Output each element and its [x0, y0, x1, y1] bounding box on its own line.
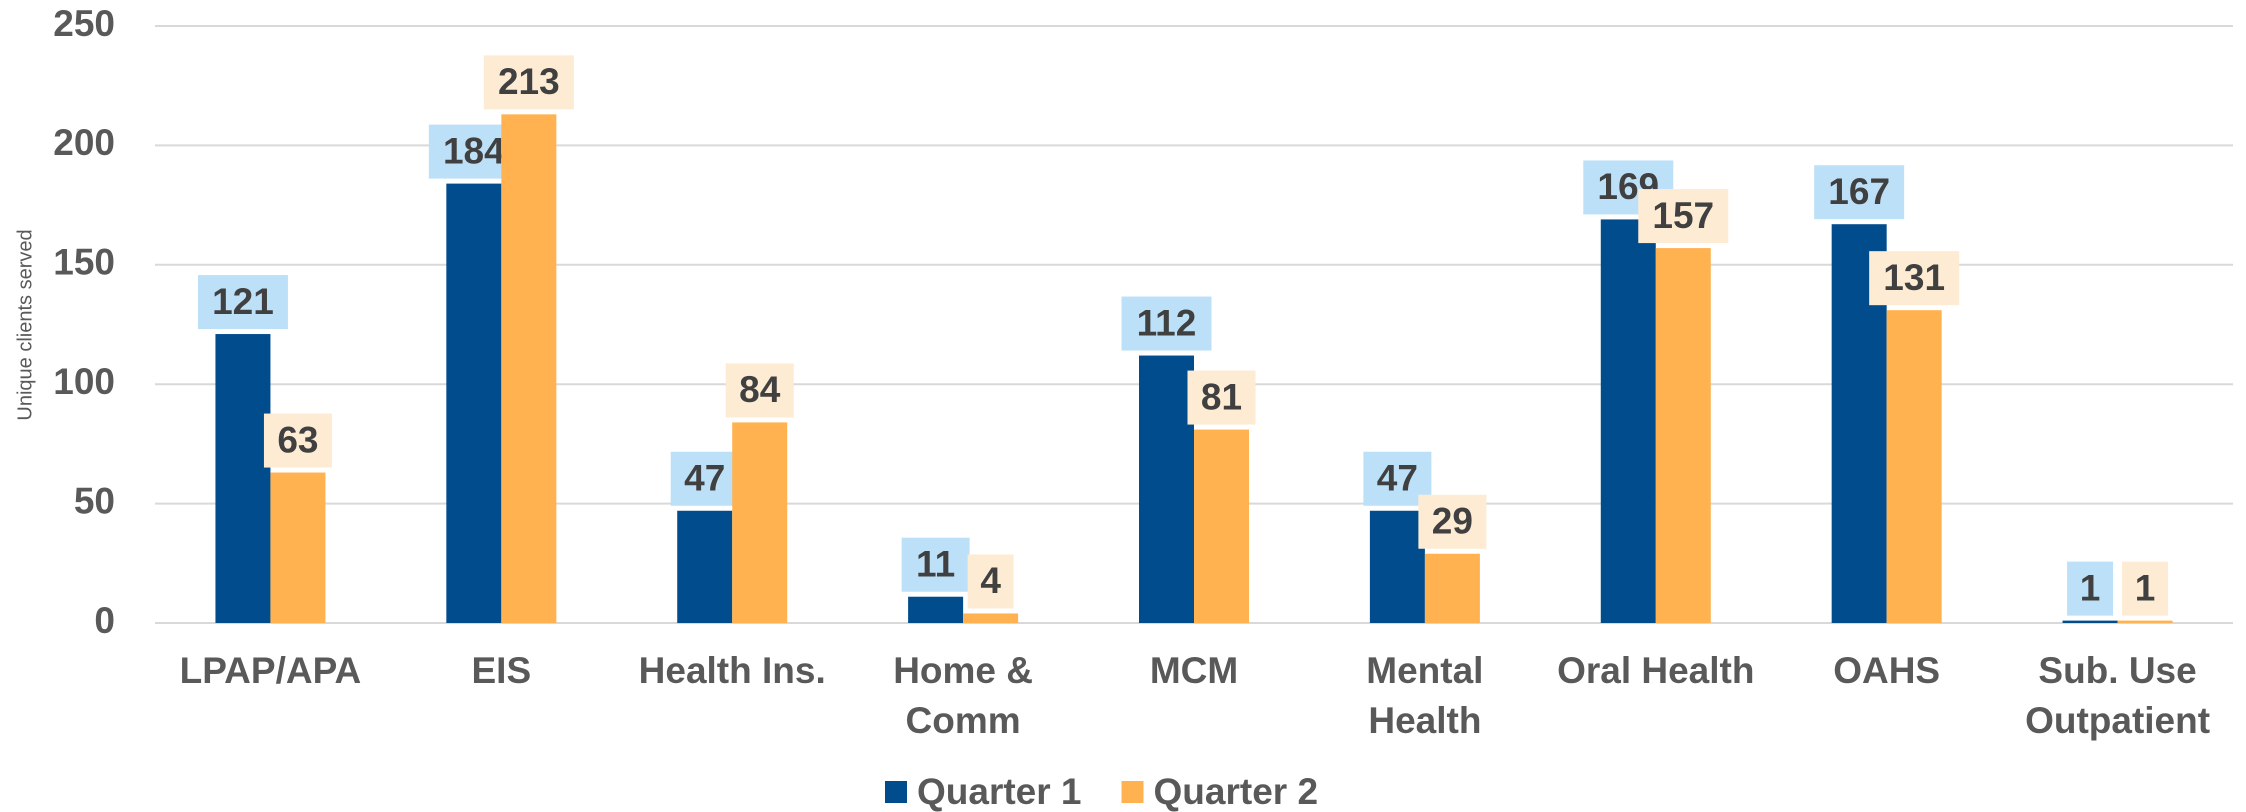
- data-label-bg: [901, 537, 970, 592]
- data-label: 47: [684, 458, 725, 499]
- data-label-bg: [1418, 494, 1487, 549]
- legend-swatch: [885, 781, 907, 803]
- data-label-bg: [1814, 165, 1905, 220]
- data-label-bg: [1869, 251, 1960, 306]
- x-tick-label: MCM: [1150, 650, 1238, 691]
- data-label-bg: [967, 554, 1014, 609]
- x-tick-label: EIS: [472, 650, 532, 691]
- bar: [1194, 429, 1249, 623]
- bar: [2117, 620, 2173, 623]
- data-label: 84: [739, 369, 781, 410]
- bar: [501, 114, 557, 623]
- x-tick-label: Mental Health: [1366, 650, 1483, 741]
- bar: [1600, 219, 1656, 624]
- x-tick-label: Home & Comm: [893, 650, 1033, 741]
- bar: [732, 422, 788, 623]
- data-label: 29: [1432, 501, 1473, 542]
- data-label: 4: [980, 560, 1001, 601]
- legend-swatch: [1121, 781, 1144, 803]
- legend-label: Quarter 2: [1154, 771, 1319, 812]
- data-label: 184: [443, 130, 505, 171]
- x-tick-label: LPAP/APA: [180, 650, 362, 691]
- data-label-bg: [1638, 189, 1729, 244]
- data-label: 63: [277, 419, 318, 460]
- y-tick-label: 200: [53, 122, 115, 163]
- data-label: 81: [1201, 376, 1242, 417]
- y-tick-label: 50: [74, 480, 115, 521]
- bar: [908, 596, 964, 623]
- data-label: 1: [2080, 567, 2101, 608]
- data-label-bg: [1187, 370, 1256, 425]
- x-tick-label: Sub. Use Outpatient: [2025, 650, 2210, 741]
- y-tick-label: 0: [94, 600, 115, 641]
- data-label-bg: [197, 275, 288, 330]
- data-label: 213: [498, 61, 560, 102]
- data-label-bg: [2067, 561, 2114, 616]
- bar: [2062, 620, 2118, 623]
- data-label: 112: [1137, 302, 1197, 343]
- data-label-bg: [1121, 296, 1212, 351]
- data-label-bg: [670, 451, 739, 506]
- bar: [215, 334, 271, 623]
- data-label: 131: [1883, 257, 1945, 298]
- y-tick-label: 150: [53, 242, 115, 283]
- data-label-bg: [483, 55, 574, 110]
- bar: [1424, 553, 1480, 623]
- data-label: 11: [916, 544, 955, 585]
- data-label: 157: [1652, 195, 1714, 236]
- data-label: 1: [2135, 567, 2156, 608]
- bar: [270, 472, 326, 623]
- y-tick-label: 100: [53, 361, 115, 402]
- data-label: 167: [1828, 171, 1890, 212]
- data-label-bg: [263, 413, 332, 468]
- bar: [677, 510, 733, 623]
- bar: [1369, 510, 1425, 623]
- y-axis-label: Unique clients served: [14, 229, 36, 420]
- data-label: 121: [212, 281, 274, 322]
- data-label: 47: [1377, 458, 1418, 499]
- x-tick-label: Oral Health: [1557, 650, 1754, 691]
- x-tick-label: OAHS: [1833, 650, 1940, 691]
- bar: [446, 183, 502, 623]
- bar: [1886, 310, 1942, 623]
- x-tick-label: Health Ins.: [639, 650, 826, 691]
- bar: [1139, 355, 1194, 623]
- y-tick-label: 250: [53, 3, 115, 44]
- bar: [1655, 248, 1711, 624]
- legend-label: Quarter 1: [917, 771, 1082, 812]
- bar: [963, 613, 1019, 623]
- data-label-bg: [2122, 561, 2169, 616]
- data-label-bg: [725, 363, 794, 418]
